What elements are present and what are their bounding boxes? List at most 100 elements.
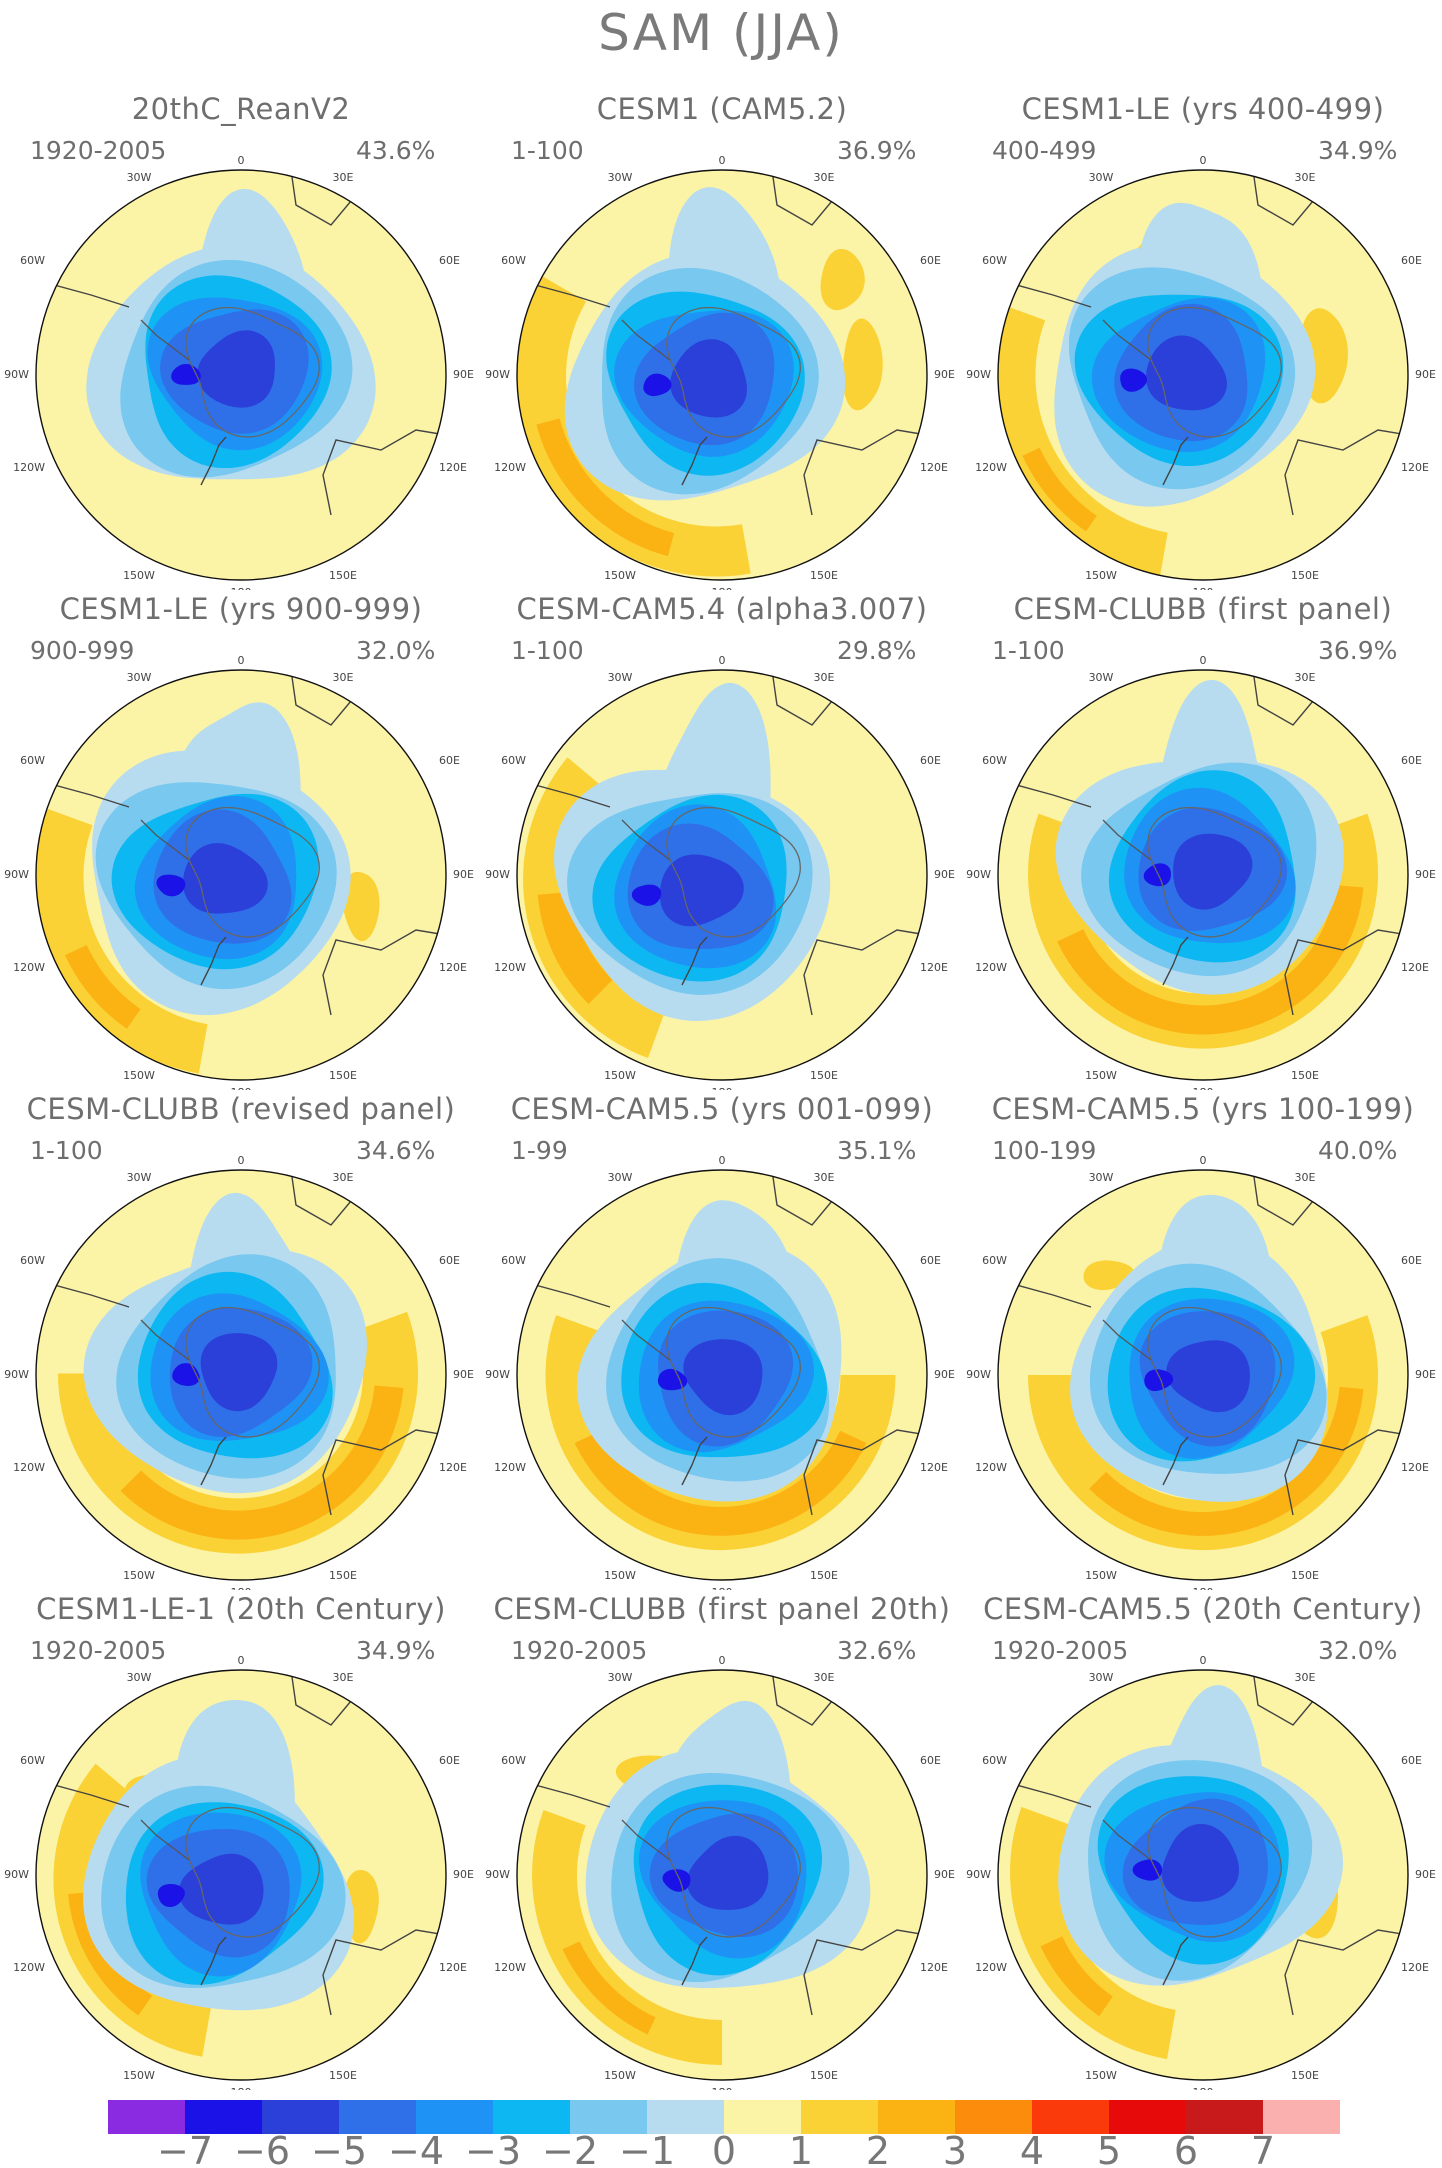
panel-period: 400-499 bbox=[992, 136, 1097, 165]
longitude-label: 90E bbox=[453, 868, 474, 881]
peninsula-coastline bbox=[1102, 1819, 1152, 1861]
panel-title: CESM-CAM5.5 (yrs 001-099) bbox=[510, 1092, 934, 1126]
negative-anomaly-minimum bbox=[1144, 1369, 1174, 1392]
panel-period: 1920-2005 bbox=[992, 1636, 1129, 1665]
panel-title: CESM-CAM5.4 (alpha3.007) bbox=[516, 592, 928, 626]
longitude-label: 120W bbox=[494, 461, 526, 474]
new-zealand-coastline bbox=[200, 436, 227, 486]
longitude-label: 30E bbox=[333, 1171, 354, 1184]
polar-map: 0 30W 30E 60W 60E 90W 90E 120W 120E 150W 150E 180 bbox=[485, 654, 955, 1090]
longitude-label: 150E bbox=[329, 1069, 357, 1082]
longitude-label: 120E bbox=[1401, 1961, 1429, 1974]
longitude-label: 120E bbox=[1401, 1461, 1429, 1474]
polar-map: 0 30W 30E 60W 60E 90W 90E 120W 120E 150W 150E 180 bbox=[485, 1154, 955, 1590]
longitude-label: 60E bbox=[920, 254, 941, 267]
panel-variance: 36.9% bbox=[837, 136, 917, 165]
longitude-label: 120W bbox=[975, 1961, 1007, 1974]
longitude-label: 30W bbox=[1089, 1171, 1114, 1184]
longitude-label: 60E bbox=[1401, 1754, 1422, 1767]
positive-anomaly-band bbox=[53, 1763, 211, 2057]
longitude-label: 180 bbox=[1193, 1586, 1214, 1590]
longitude-label: 60E bbox=[1401, 754, 1422, 767]
negative-anomaly-contour bbox=[183, 843, 268, 914]
negative-anomaly-contour bbox=[1166, 1340, 1250, 1413]
longitude-label: 120E bbox=[920, 461, 948, 474]
longitude-label: 120E bbox=[439, 1961, 467, 1974]
map-boundary bbox=[516, 669, 928, 1081]
longitude-label: 30W bbox=[127, 1671, 152, 1684]
australia-coastline bbox=[322, 1929, 446, 2016]
longitude-label: 30W bbox=[608, 1171, 633, 1184]
colorbar-swatch bbox=[1186, 2100, 1263, 2134]
longitude-label: 90E bbox=[934, 368, 955, 381]
positive-anomaly-core bbox=[64, 945, 141, 1029]
australia-coastline bbox=[1284, 429, 1408, 516]
map-boundary bbox=[35, 169, 447, 581]
colorbar-tick-label: 2 bbox=[866, 2129, 890, 2168]
longitude-label: 0 bbox=[238, 154, 245, 167]
colorbar-tick-label: 4 bbox=[1020, 2129, 1044, 2168]
longitude-label: 0 bbox=[238, 1654, 245, 1667]
peninsula-coastline bbox=[621, 819, 671, 861]
africa-coastline bbox=[771, 1670, 838, 1726]
peninsula-coastline bbox=[621, 1319, 671, 1361]
longitude-label: 120E bbox=[439, 461, 467, 474]
colorbar-tick-label: 5 bbox=[1097, 2129, 1121, 2168]
longitude-label: 30W bbox=[1089, 171, 1114, 184]
longitude-label: 30E bbox=[814, 171, 835, 184]
positive-anomaly-core bbox=[1057, 885, 1364, 1035]
longitude-label: 120W bbox=[975, 1461, 1007, 1474]
antarctica-coastline bbox=[185, 1806, 320, 1938]
longitude-label: 60W bbox=[501, 754, 526, 767]
longitude-label: 120E bbox=[920, 1461, 948, 1474]
longitude-label: 0 bbox=[719, 654, 726, 667]
negative-anomaly-minimum bbox=[1132, 1859, 1162, 1881]
new-zealand-coastline bbox=[681, 1936, 708, 1986]
longitude-label: 60E bbox=[439, 1254, 460, 1267]
longitude-label: 150E bbox=[1291, 1569, 1319, 1582]
longitude-label: 120E bbox=[1401, 461, 1429, 474]
longitude-label: 150E bbox=[810, 2069, 838, 2082]
longitude-label: 120E bbox=[439, 961, 467, 974]
antarctica-coastline bbox=[1147, 1306, 1282, 1438]
australia-coastline bbox=[803, 929, 927, 1016]
panel-variance: 32.6% bbox=[837, 1636, 917, 1665]
new-zealand-coastline bbox=[200, 1436, 227, 1486]
colorbar-tick-label: 7 bbox=[1251, 2129, 1275, 2168]
map-panel: 0 30W 30E 60W 60E 90W 90E 120W 120E 150W 150E 180 CE… bbox=[481, 1590, 963, 2090]
positive-anomaly-band bbox=[1010, 1807, 1176, 2060]
colorbar-swatch bbox=[339, 2100, 416, 2134]
longitude-label: 60E bbox=[439, 254, 460, 267]
longitude-label: 0 bbox=[1200, 1654, 1207, 1667]
colorbar-swatch bbox=[416, 2100, 493, 2134]
colorbar-swatch bbox=[108, 2100, 185, 2134]
africa-coastline bbox=[1252, 170, 1319, 226]
longitude-label: 60W bbox=[20, 254, 45, 267]
polar-map: 0 30W 30E 60W 60E 90W 90E 120W 120E 150W 150E 180 bbox=[485, 154, 955, 590]
panel-period: 1-99 bbox=[511, 1136, 568, 1165]
longitude-label: 90W bbox=[966, 368, 991, 381]
panel-period: 1920-2005 bbox=[511, 1636, 648, 1665]
longitude-label: 60W bbox=[501, 1754, 526, 1767]
longitude-label: 90E bbox=[1415, 868, 1436, 881]
longitude-label: 90W bbox=[966, 868, 991, 881]
peninsula-coastline bbox=[1102, 819, 1152, 861]
peninsula-coastline bbox=[140, 319, 190, 361]
longitude-label: 120W bbox=[13, 1961, 45, 1974]
polar-map: 0 30W 30E 60W 60E 90W 90E 120W 120E 150W 150E 180 bbox=[966, 1154, 1436, 1590]
map-panel: 0 30W 30E 60W 60E 90W 90E 120W 120E 150W 150E 180 CE… bbox=[962, 1090, 1442, 1590]
longitude-label: 150W bbox=[1085, 1069, 1117, 1082]
new-zealand-coastline bbox=[681, 1436, 708, 1486]
longitude-label: 90W bbox=[4, 368, 29, 381]
colorbar-swatch bbox=[647, 2100, 724, 2134]
negative-anomaly-minimum bbox=[657, 1368, 688, 1391]
longitude-label: 90W bbox=[485, 868, 510, 881]
colorbar-tick-label: −5 bbox=[311, 2129, 367, 2168]
australia-coastline bbox=[322, 429, 446, 516]
longitude-label: 90W bbox=[4, 868, 29, 881]
australia-coastline bbox=[803, 1429, 927, 1516]
map-boundary bbox=[35, 1669, 447, 2081]
new-zealand-coastline bbox=[1162, 936, 1189, 986]
longitude-label: 120E bbox=[920, 961, 948, 974]
panel-title: CESM-CAM5.5 (yrs 100-199) bbox=[991, 1092, 1415, 1126]
